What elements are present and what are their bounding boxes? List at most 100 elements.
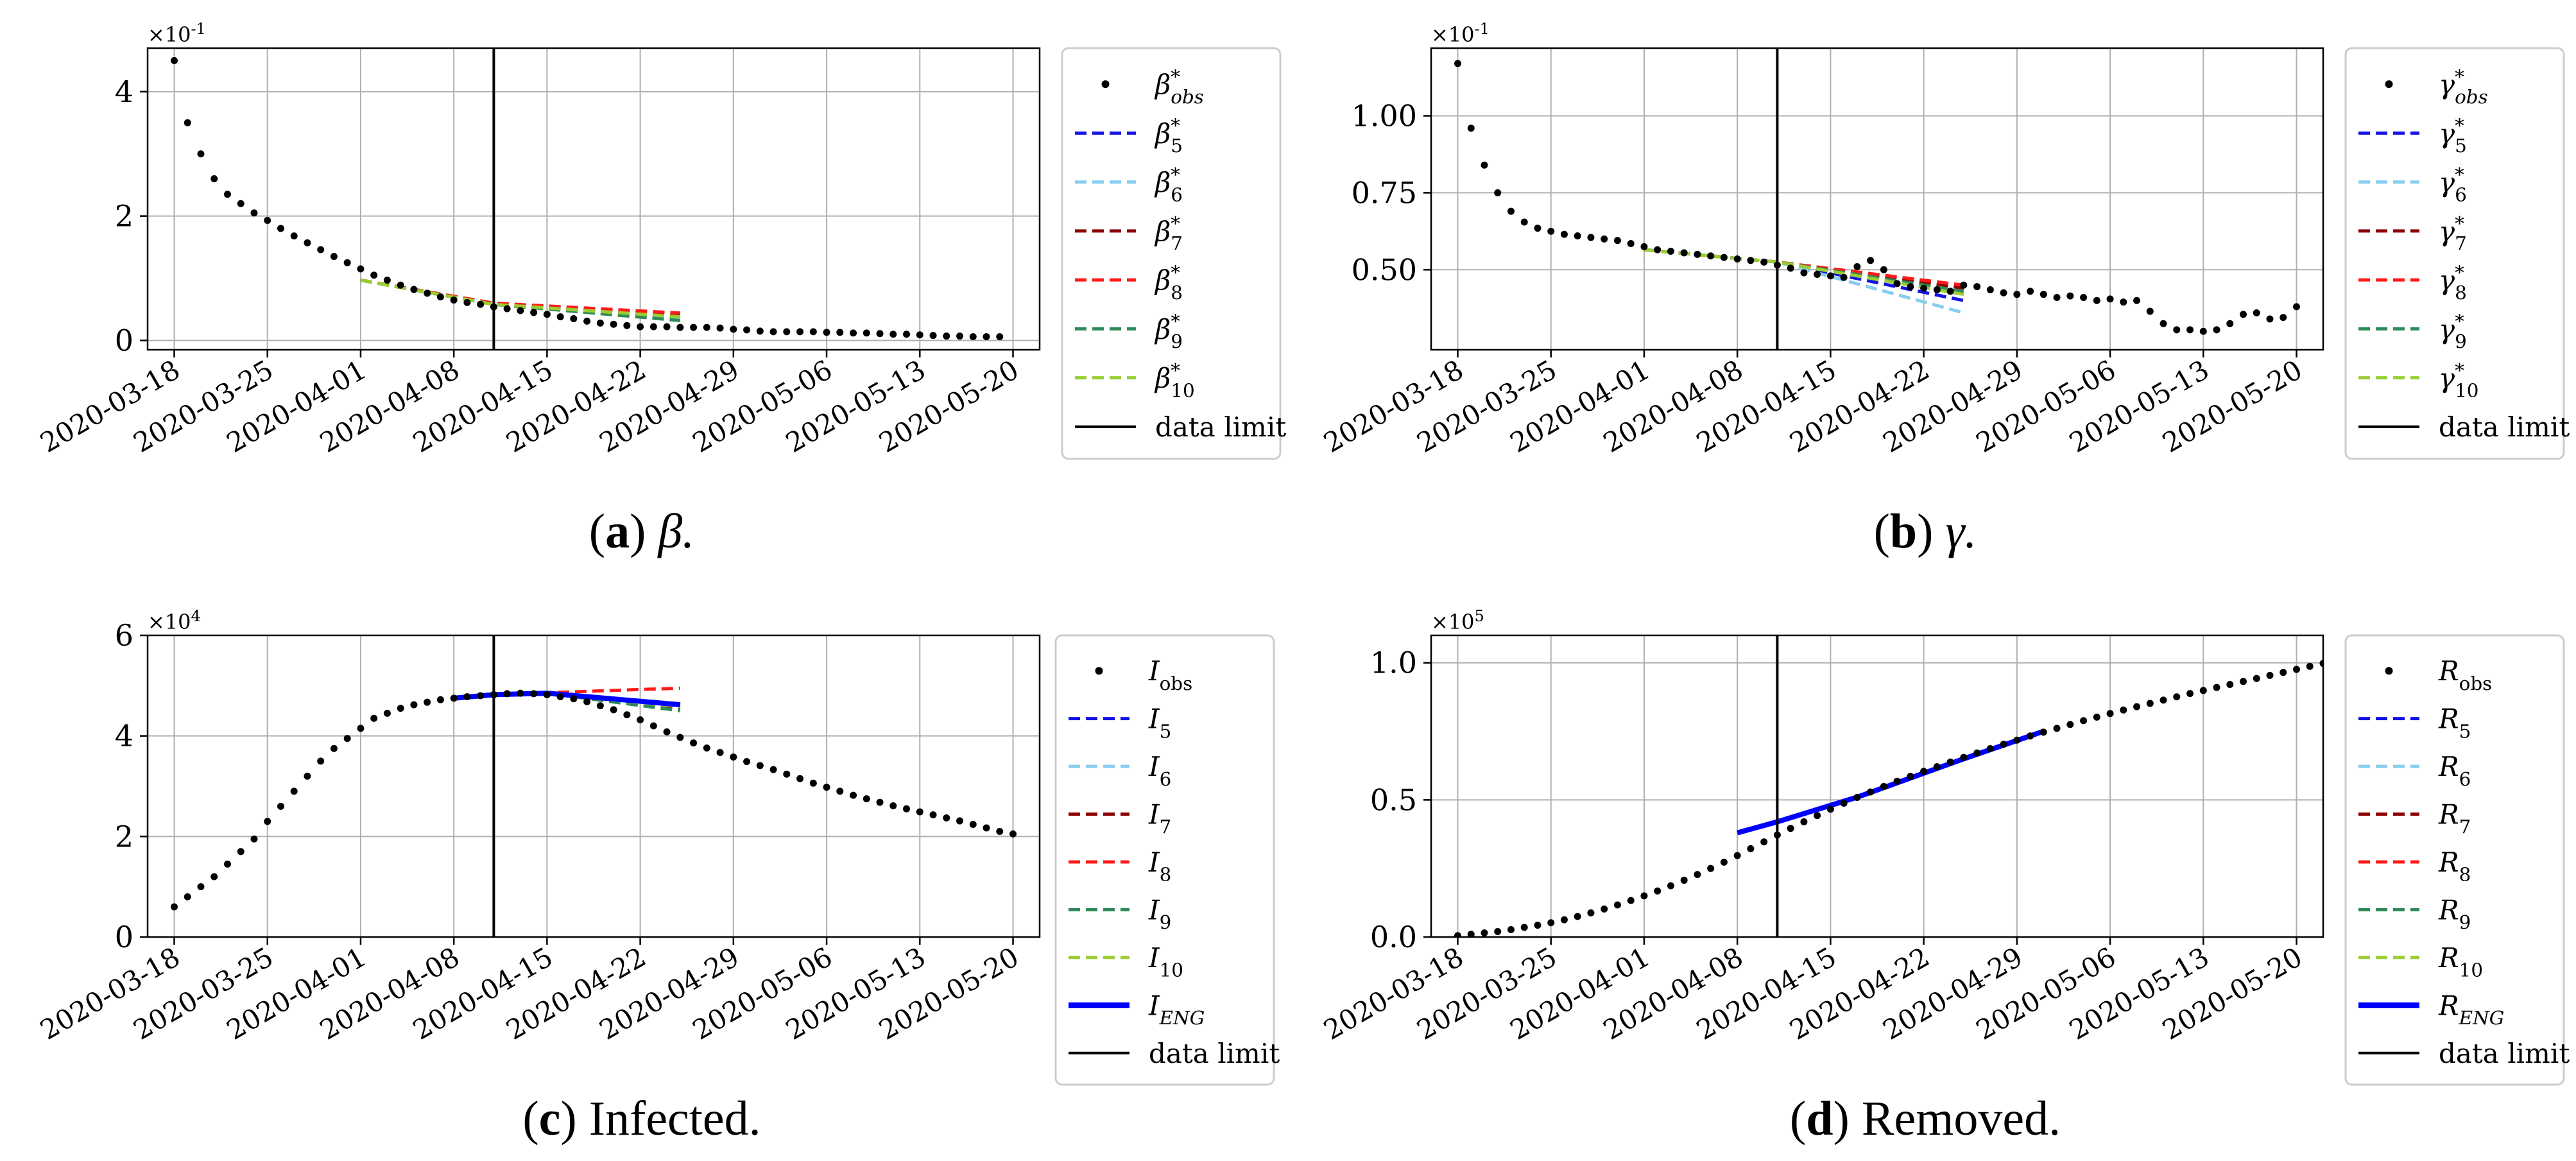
obs-point	[570, 315, 578, 323]
obs-point	[809, 328, 817, 336]
plot-area	[1454, 657, 2340, 937]
obs-point	[397, 281, 404, 289]
legend-box	[2344, 47, 2565, 460]
caption-b: (b) γ.	[1873, 504, 1977, 558]
obs-point	[1507, 925, 1515, 933]
obs-point	[1560, 916, 1568, 924]
legend-label: γ* 10	[2439, 359, 2479, 402]
obs-point	[1494, 189, 1502, 196]
obs-point	[929, 811, 937, 819]
obs-point	[1787, 825, 1794, 832]
obs-point	[210, 873, 218, 881]
obs-point	[2080, 717, 2088, 725]
obs-point	[2240, 311, 2247, 318]
obs-point	[197, 883, 205, 891]
y-tick-label: 2	[115, 819, 133, 854]
y-tick-label: 1.00	[1352, 99, 1417, 133]
obs-point	[863, 329, 870, 337]
obs-point	[2133, 703, 2141, 710]
obs-point	[2226, 320, 2234, 327]
obs-point	[796, 775, 804, 782]
obs-point	[1680, 249, 1688, 257]
obs-point	[996, 333, 1004, 341]
legend-marker-obs	[2385, 80, 2393, 89]
obs-point	[370, 271, 378, 279]
obs-point	[1880, 266, 1887, 273]
obs-point	[1667, 248, 1674, 255]
plot-frame	[1430, 47, 2324, 351]
obs-point	[237, 200, 245, 207]
obs-point	[876, 330, 884, 338]
obs-point	[1814, 812, 1821, 820]
obs-point	[996, 828, 1004, 835]
obs-point	[956, 332, 964, 340]
obs-point	[2133, 297, 2141, 304]
legend-marker-obs	[1095, 667, 1103, 675]
obs-point	[450, 296, 458, 304]
obs-point	[570, 695, 578, 703]
obs-point	[2106, 710, 2114, 718]
obs-point	[716, 324, 724, 332]
obs-point	[823, 784, 830, 791]
legend-label: γ* 5	[2439, 115, 2467, 157]
obs-point	[317, 757, 325, 765]
legend-label: Robs	[2438, 655, 2492, 694]
obs-point	[649, 323, 657, 331]
legend-box	[1054, 634, 1275, 1086]
y-tick-label: 0.5	[1370, 782, 1417, 817]
obs-point	[1574, 232, 1581, 240]
obs-point	[850, 329, 857, 337]
obs-point	[2066, 721, 2074, 728]
obs-point	[929, 332, 937, 340]
caption-d: (d) Removed.	[1789, 1092, 2061, 1146]
obs-point	[583, 317, 591, 325]
obs-point	[2186, 326, 2194, 334]
obs-point	[517, 689, 524, 697]
obs-point	[1973, 749, 1981, 757]
obs-point	[1907, 283, 1914, 291]
obs-point	[1720, 254, 1728, 261]
obs-point	[2080, 293, 2088, 301]
obs-point	[769, 766, 777, 773]
obs-point	[2053, 725, 2061, 732]
legend-marker-obs	[1101, 80, 1110, 89]
legend: Iobs I5 I6 I7 I8 I9 I10 IENG data limit	[1054, 634, 1280, 1086]
obs-point	[2039, 728, 2047, 736]
obs-point	[663, 323, 671, 331]
obs-point	[170, 903, 178, 911]
obs-point	[2120, 706, 2127, 714]
obs-point	[583, 698, 591, 705]
obs-point	[410, 286, 418, 293]
obs-point	[756, 327, 764, 335]
axis-multiplier: ×104	[148, 607, 201, 634]
forecast-line-s9	[360, 279, 681, 322]
obs-point	[1720, 858, 1728, 866]
obs-point	[1601, 905, 1608, 913]
obs-point	[463, 693, 471, 701]
obs-point	[2253, 675, 2260, 682]
obs-point	[889, 802, 897, 810]
obs-point	[2333, 657, 2340, 664]
obs-point	[1587, 909, 1595, 916]
legend-label: β* 10	[1154, 359, 1195, 402]
legend-label: data limit	[2439, 1038, 2570, 1069]
obs-point	[1747, 257, 1755, 264]
legend: γ* obs γ* 5 γ* 6 γ* 7 γ* 8 γ* 9 γ* 10 data limit	[2344, 47, 2570, 460]
obs-point	[1787, 264, 1794, 272]
chart-panel-b: 0.500.751.00×10-12020-03-182020-03-25202…	[1318, 20, 2570, 460]
obs-point	[796, 328, 804, 336]
obs-point	[1654, 887, 1662, 895]
obs-point	[730, 325, 737, 333]
obs-point	[1009, 830, 1017, 838]
obs-point	[863, 795, 870, 803]
obs-point	[463, 298, 471, 306]
legend-label: I9	[1148, 894, 1171, 933]
obs-point	[477, 300, 485, 308]
obs-point	[556, 693, 564, 701]
obs-point	[223, 860, 231, 868]
obs-point	[1893, 280, 1901, 288]
obs-point	[250, 835, 258, 843]
legend-label: Iobs	[1148, 655, 1192, 694]
obs-point	[783, 328, 791, 336]
